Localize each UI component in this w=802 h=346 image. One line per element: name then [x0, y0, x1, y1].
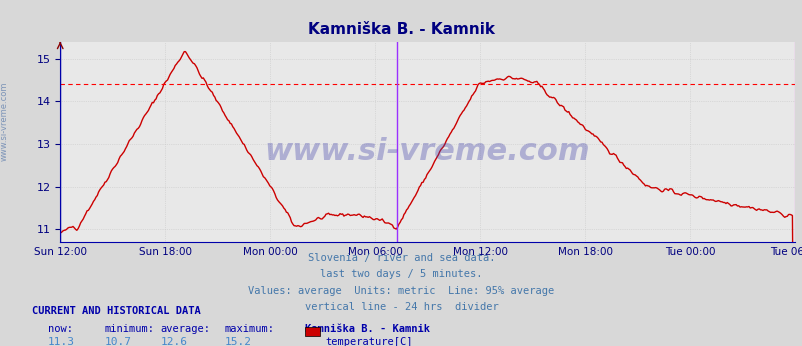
- Text: Kamniška B. - Kamnik: Kamniška B. - Kamnik: [308, 22, 494, 37]
- Text: maximum:: maximum:: [225, 324, 274, 334]
- Text: Slovenia / river and sea data.: Slovenia / river and sea data.: [307, 253, 495, 263]
- Text: last two days / 5 minutes.: last two days / 5 minutes.: [320, 269, 482, 279]
- Text: 10.7: 10.7: [104, 337, 132, 346]
- Text: www.si-vreme.com: www.si-vreme.com: [265, 137, 589, 166]
- Text: 11.3: 11.3: [48, 337, 75, 346]
- Text: 15.2: 15.2: [225, 337, 252, 346]
- Text: now:: now:: [48, 324, 73, 334]
- Text: temperature[C]: temperature[C]: [325, 337, 412, 346]
- Text: www.si-vreme.com: www.si-vreme.com: [0, 81, 9, 161]
- Text: Values: average  Units: metric  Line: 95% average: Values: average Units: metric Line: 95% …: [248, 286, 554, 296]
- Text: Kamniška B. - Kamnik: Kamniška B. - Kamnik: [305, 324, 430, 334]
- Text: minimum:: minimum:: [104, 324, 154, 334]
- Text: average:: average:: [160, 324, 210, 334]
- Text: CURRENT AND HISTORICAL DATA: CURRENT AND HISTORICAL DATA: [32, 306, 200, 316]
- Text: vertical line - 24 hrs  divider: vertical line - 24 hrs divider: [304, 302, 498, 312]
- Text: 12.6: 12.6: [160, 337, 188, 346]
